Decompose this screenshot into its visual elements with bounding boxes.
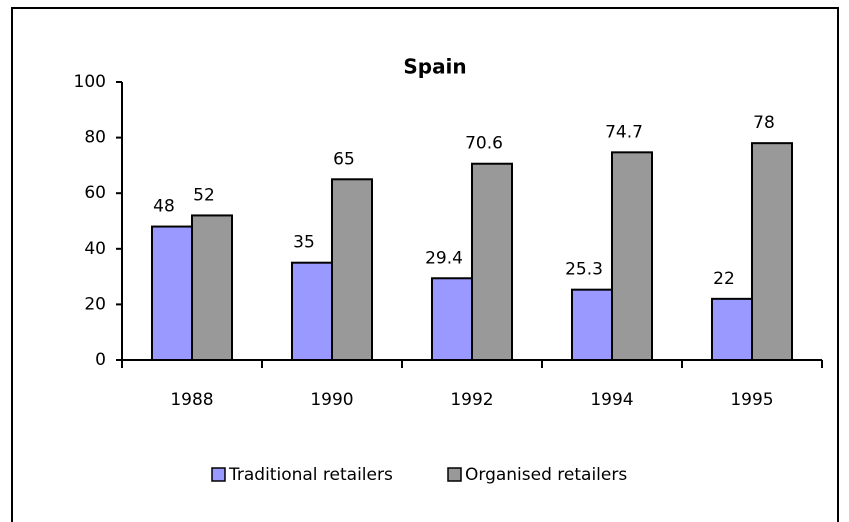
x-tick-label: 1995 — [730, 390, 773, 410]
data-label: 70.6 — [465, 134, 503, 154]
x-tick-label: 1988 — [170, 390, 213, 410]
bar — [751, 142, 793, 361]
data-label: 78 — [753, 113, 775, 133]
data-label: 65 — [333, 149, 355, 169]
legend-swatch — [447, 467, 462, 482]
bar — [331, 178, 373, 361]
bar — [711, 297, 753, 361]
legend-swatch — [211, 467, 226, 482]
bar — [291, 261, 333, 362]
bar — [611, 151, 653, 361]
data-label: 25.3 — [565, 260, 603, 280]
y-tick-label: 100 — [74, 72, 106, 92]
bar — [191, 214, 233, 361]
data-label: 35 — [293, 233, 315, 253]
x-tick-label: 1990 — [310, 390, 353, 410]
data-label: 22 — [713, 269, 735, 289]
y-tick-label: 80 — [84, 128, 106, 148]
y-tick-label: 60 — [84, 183, 106, 203]
data-label: 48 — [153, 197, 175, 217]
chart-border — [11, 7, 839, 522]
y-tick-label: 0 — [95, 350, 106, 370]
legend-label: Organised retailers — [465, 465, 627, 485]
y-tick-label: 40 — [84, 239, 106, 259]
chart-title: Spain — [403, 55, 466, 79]
bar — [471, 162, 513, 361]
data-label: 52 — [193, 185, 215, 205]
x-tick-label: 1994 — [590, 390, 633, 410]
y-tick-label: 20 — [84, 294, 106, 314]
legend-label: Traditional retailers — [228, 465, 393, 485]
data-label: 29.4 — [425, 248, 463, 268]
bar — [431, 277, 473, 362]
data-label: 74.7 — [605, 122, 643, 142]
bar — [571, 288, 613, 361]
bar — [151, 225, 193, 361]
x-tick-label: 1992 — [450, 390, 493, 410]
